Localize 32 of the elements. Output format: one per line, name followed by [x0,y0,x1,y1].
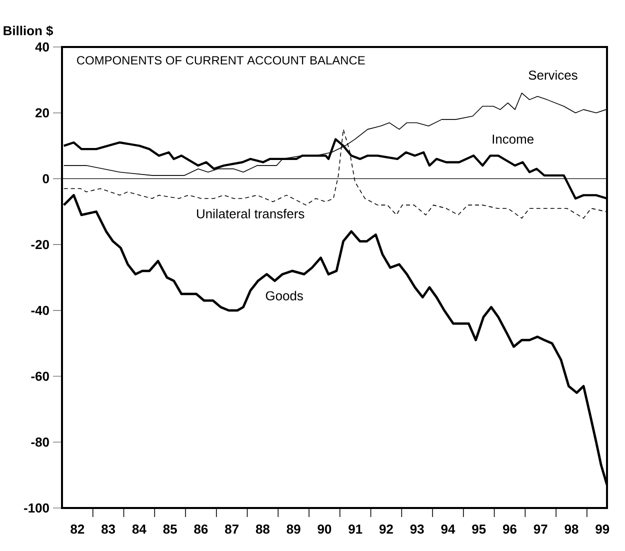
y-tick-label: 0 [42,174,49,184]
y-axis-title: Billion $ [4,26,54,36]
series-label: Income [492,134,534,144]
y-tick-label: -80 [31,438,49,447]
x-tick-label: 97 [534,524,548,534]
x-tick-label: 95 [472,524,486,534]
y-tick-label: -20 [31,240,49,250]
x-tick-label: 92 [379,524,393,534]
x-tick-label: 98 [564,524,578,534]
y-tick-label: 20 [36,108,49,118]
series-label: Services [528,70,578,80]
x-tick-label: 99 [596,524,610,534]
x-tick-label: 91 [348,524,362,534]
x-tick-label: 87 [225,524,238,534]
x-tick-label: 86 [194,524,208,534]
text: COMPONENTS OF CURRENT ACCOUNT BALANCE [77,56,365,65]
series-label: Unilateral transfers [197,208,304,218]
x-tick-label: 84 [132,524,146,534]
x-tick-label: 93 [410,524,424,534]
y-tick-label: -40 [31,306,49,316]
x-tick-label: 83 [102,524,116,534]
y-tick-label: -100 [24,503,49,513]
y-tick-label: -60 [31,372,49,381]
y-tick-label: 40 [35,42,49,52]
x-tick-label: 88 [256,524,270,534]
x-tick-label: 82 [70,524,84,534]
x-tick-label: 96 [502,524,516,534]
x-tick-label: 89 [286,524,300,534]
x-tick-label: 90 [318,524,332,534]
x-tick-label: 94 [441,524,456,534]
x-tick-label: 85 [163,524,177,534]
series-label: Goods [266,290,303,300]
